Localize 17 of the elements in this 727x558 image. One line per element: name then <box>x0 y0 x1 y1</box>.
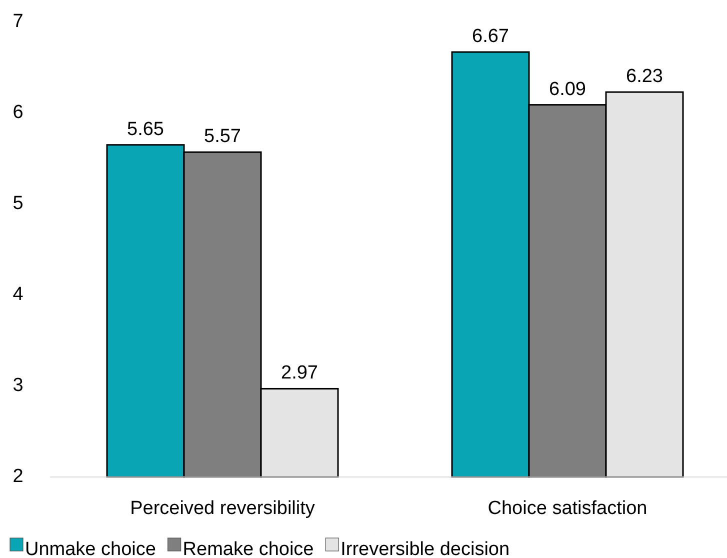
y-tick-label: 5 <box>12 193 24 214</box>
data-label: 5.65 <box>127 118 164 140</box>
legend-label: Remake choice <box>182 539 314 558</box>
y-tick-label: 2 <box>12 466 24 488</box>
legend-label: Irreversible decision <box>340 539 510 558</box>
y-tick-label: 6 <box>12 102 24 124</box>
y-tick-label: 4 <box>12 284 24 306</box>
legend-label: Unmake choice <box>25 539 156 558</box>
y-tick-label: 3 <box>12 375 24 396</box>
y-tick-label: 7 <box>12 11 24 32</box>
x-tick-label: Perceived reversibility <box>130 498 316 519</box>
data-label: 6.67 <box>472 26 509 48</box>
data-label: 6.09 <box>549 78 586 100</box>
data-label: 2.97 <box>281 362 318 384</box>
x-tick-label: Choice satisfaction <box>488 498 648 519</box>
data-label: 6.23 <box>626 66 663 88</box>
data-label: 5.57 <box>204 126 241 148</box>
